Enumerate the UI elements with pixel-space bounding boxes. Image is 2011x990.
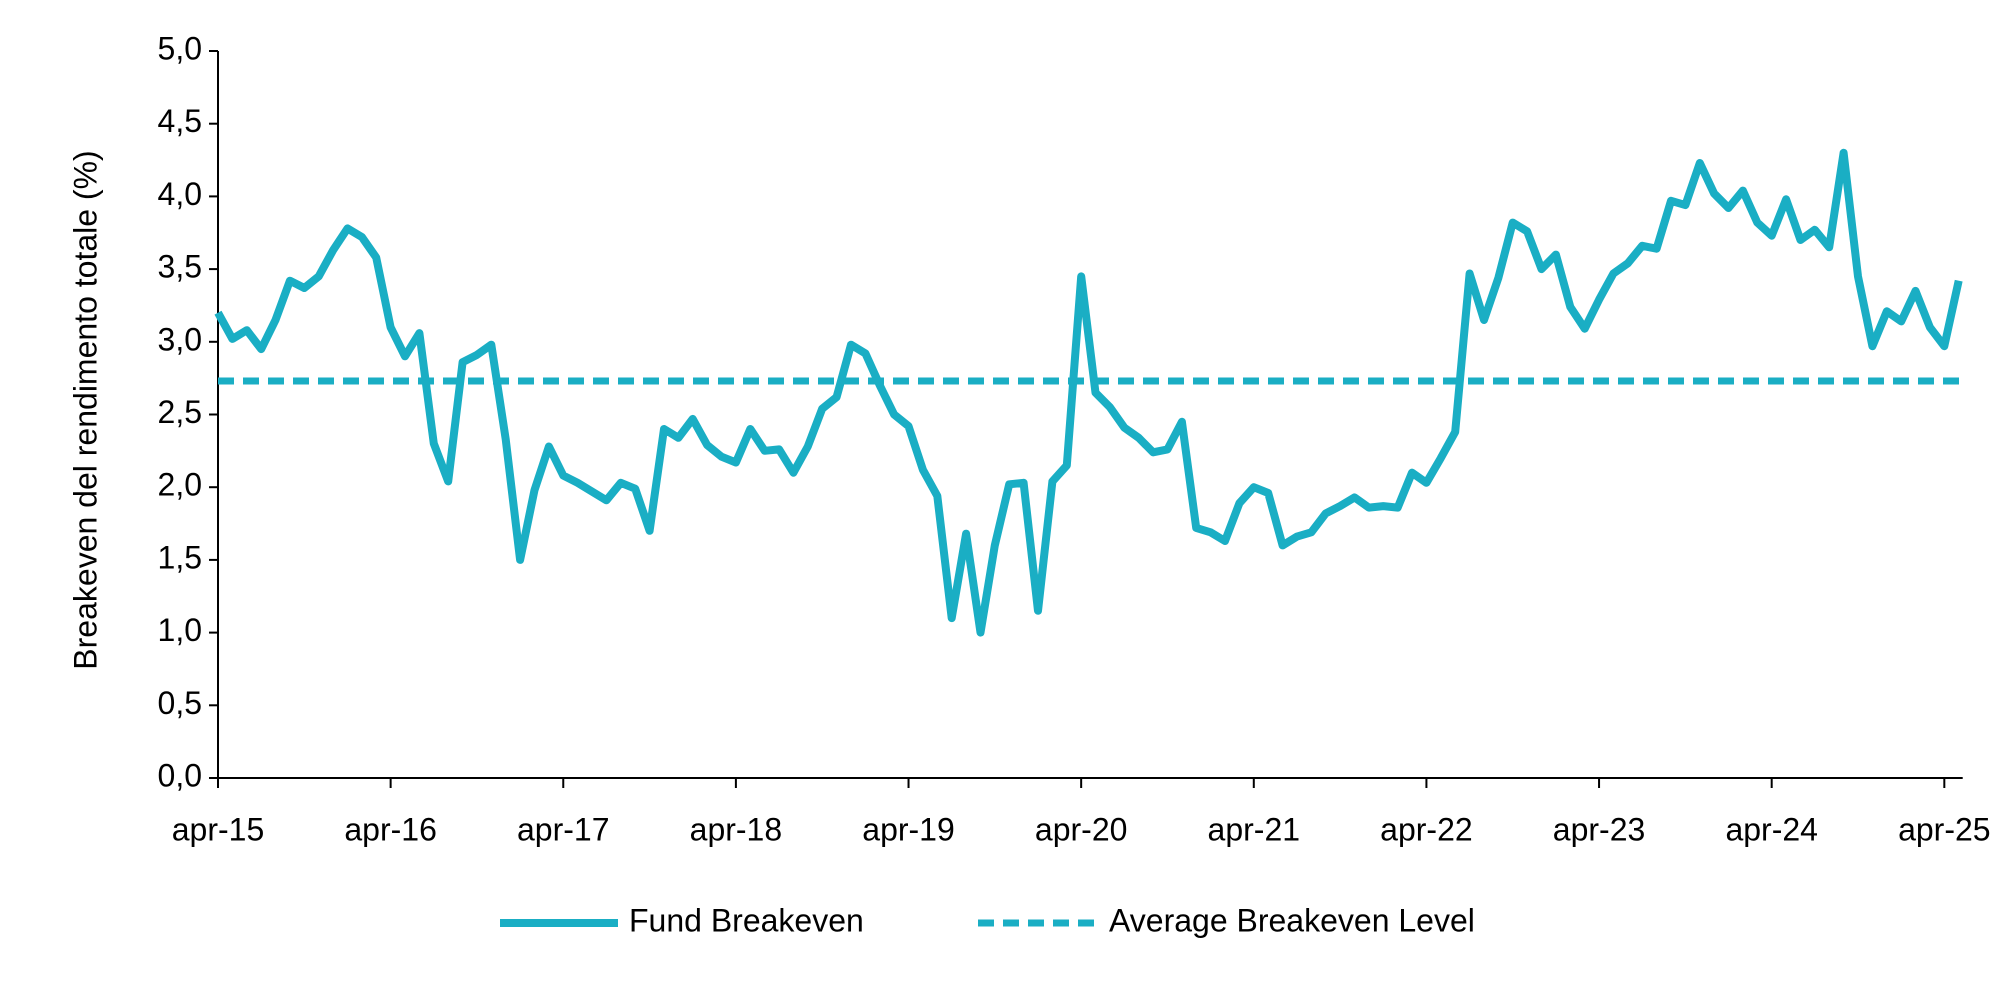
x-tick-label: apr-23 [1553, 811, 1646, 847]
x-tick-label: apr-25 [1898, 811, 1991, 847]
x-tick-label: apr-16 [344, 811, 437, 847]
y-tick-label: 5,0 [158, 30, 202, 66]
legend-label: Fund Breakeven [629, 902, 864, 938]
y-tick-label: 3,0 [158, 321, 202, 357]
y-tick-label: 2,0 [158, 467, 202, 503]
y-tick-label: 0,0 [158, 757, 202, 793]
y-tick-label: 1,0 [158, 612, 202, 648]
legend-label: Average Breakeven Level [1109, 902, 1475, 938]
y-tick-label: 4,0 [158, 176, 202, 212]
x-tick-label: apr-18 [690, 811, 783, 847]
x-tick-label: apr-17 [517, 811, 610, 847]
y-tick-label: 0,5 [158, 685, 202, 721]
x-tick-label: apr-20 [1035, 811, 1128, 847]
data-line [214, 148, 1963, 637]
x-tick-label: apr-22 [1380, 811, 1473, 847]
x-tick-label: apr-19 [862, 811, 955, 847]
x-tick-label: apr-15 [172, 811, 265, 847]
y-axis-title: Breakeven del rendimento totale (%) [67, 150, 103, 669]
x-tick-label: apr-24 [1725, 811, 1818, 847]
y-tick-label: 3,5 [158, 249, 202, 285]
x-tick-label: apr-21 [1208, 811, 1301, 847]
y-tick-label: 2,5 [158, 394, 202, 430]
y-tick-label: 1,5 [158, 539, 202, 575]
y-tick-label: 4,5 [158, 103, 202, 139]
